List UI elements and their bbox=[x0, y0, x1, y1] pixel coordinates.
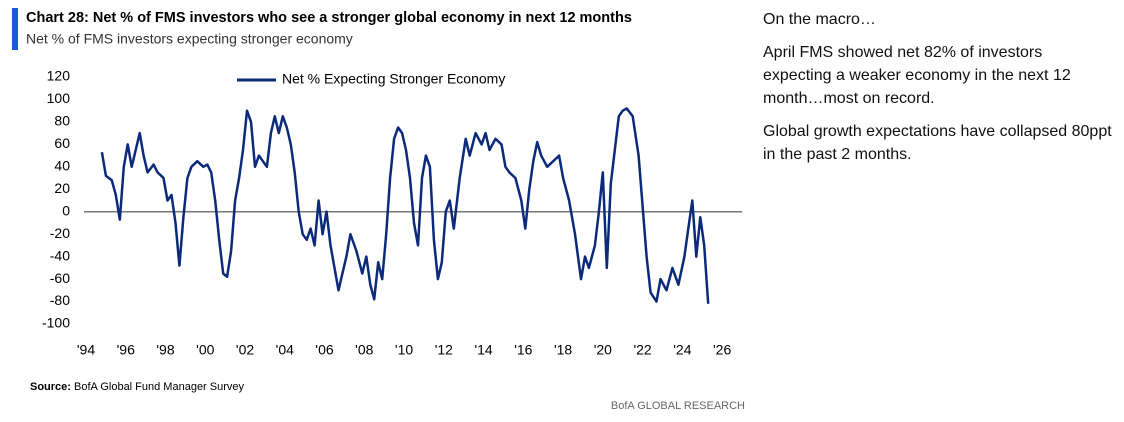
y-tick-label: -100 bbox=[42, 315, 70, 331]
y-tick-label: -80 bbox=[50, 292, 70, 308]
x-tick-label: '14 bbox=[474, 342, 492, 358]
series-line bbox=[100, 107, 710, 304]
side-paragraph: Global growth expectations have collapse… bbox=[763, 123, 1112, 163]
y-tick-label: 100 bbox=[47, 90, 71, 106]
y-tick-label: 120 bbox=[47, 68, 71, 84]
side-paragraph: April FMS showed net 82% of investors ex… bbox=[763, 44, 1071, 107]
x-tick-label: '02 bbox=[236, 342, 254, 358]
y-tick-label: -60 bbox=[50, 270, 70, 286]
x-tick-label: '24 bbox=[673, 342, 691, 358]
source-text: BofA Global Fund Manager Survey bbox=[74, 381, 244, 393]
x-tick-label: '98 bbox=[156, 342, 174, 358]
side-panel: On the macro… April FMS showed net 82% o… bbox=[763, 8, 1113, 176]
chart-subtitle: Net % of FMS investors expecting stronge… bbox=[26, 31, 353, 47]
x-tick-label: '96 bbox=[117, 342, 135, 358]
y-tick-label: 40 bbox=[54, 158, 70, 174]
chart-title: Chart 28: Net % of FMS investors who see… bbox=[26, 10, 632, 26]
y-tick-label: -40 bbox=[50, 247, 70, 263]
x-tick-label: '22 bbox=[633, 342, 651, 358]
x-tick-label: '18 bbox=[554, 342, 572, 358]
x-tick-label: '26 bbox=[713, 342, 731, 358]
side-heading: On the macro… bbox=[763, 11, 876, 28]
x-tick-label: '04 bbox=[276, 342, 294, 358]
y-tick-label: 80 bbox=[54, 113, 70, 129]
plot: -100 -80 -60 -40 -20 0 20 40 60 80 100 120 '94 '96 '98… bbox=[42, 68, 742, 358]
legend-label: Net % Expecting Stronger Economy bbox=[282, 71, 505, 87]
brand: BofA GLOBAL RESEARCH bbox=[611, 400, 745, 412]
x-tick-label: '12 bbox=[435, 342, 453, 358]
x-tick-label: '06 bbox=[315, 342, 333, 358]
source: Source: BofA Global Fund Manager Survey bbox=[30, 381, 245, 393]
source-label: Source: bbox=[30, 381, 71, 393]
y-tick-label: 0 bbox=[62, 202, 70, 218]
x-tick-label: '00 bbox=[196, 342, 214, 358]
chart: Chart 28: Net % of FMS investors who see… bbox=[12, 8, 745, 412]
x-tick-label: '08 bbox=[355, 342, 373, 358]
y-tick-label: 20 bbox=[54, 180, 70, 196]
x-tick-label: '20 bbox=[594, 342, 612, 358]
x-tick-label: '10 bbox=[395, 342, 413, 358]
x-tick-label: '94 bbox=[77, 342, 95, 358]
title-accent bbox=[12, 8, 18, 50]
y-tick-label: 60 bbox=[54, 135, 70, 151]
y-tick-label: -20 bbox=[50, 225, 70, 241]
x-tick-label: '16 bbox=[514, 342, 532, 358]
